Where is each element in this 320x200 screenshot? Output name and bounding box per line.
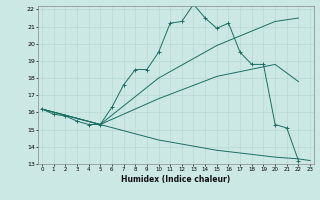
X-axis label: Humidex (Indice chaleur): Humidex (Indice chaleur): [121, 175, 231, 184]
